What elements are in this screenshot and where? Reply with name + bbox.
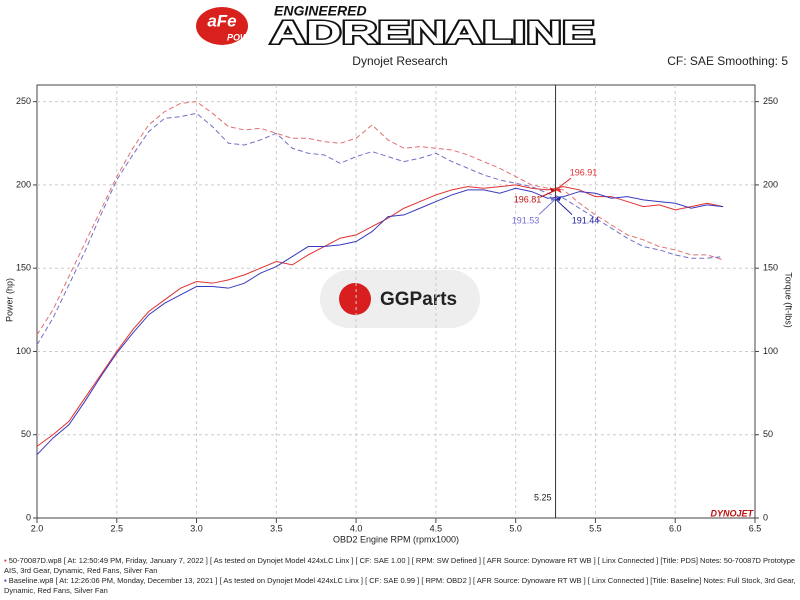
y2-tick-label: 200: [763, 179, 778, 189]
x-tick-label: 6.5: [749, 523, 762, 533]
y2-tick-label: 50: [763, 429, 773, 439]
y2-tick-label: 150: [763, 263, 778, 273]
x-tick-label: 3.5: [270, 523, 283, 533]
x-tick-label: 2.5: [111, 523, 124, 533]
y2-tick-label: 100: [763, 346, 778, 356]
footer-line: ▪ Baseline.wp8 [ At: 12:26:06 PM, Monday…: [4, 576, 796, 595]
maker: DYNOJET: [710, 508, 754, 518]
y-tick-label: 200: [16, 179, 31, 189]
x-tick-label: 4.0: [350, 523, 363, 533]
chart: aFe POWER ENGINEERED ADRENALINE Dynojet …: [4, 3, 794, 545]
y2-tick-label: 250: [763, 96, 778, 106]
watermark-icon: [339, 283, 371, 315]
y2-tick-label: 0: [763, 512, 768, 522]
x-axis-label: OBD2 Engine RPM (rpmx1000): [333, 534, 459, 544]
y-tick-label: 0: [26, 512, 31, 522]
x-tick-label: 4.5: [430, 523, 443, 533]
x-tick-label: 6.0: [669, 523, 682, 533]
tagline: ENGINEERED: [274, 3, 367, 19]
series-line: [36, 187, 724, 456]
y-tick-label: 250: [16, 96, 31, 106]
footer-text: 50-70087D.wp8 [ At: 12:50:49 PM, Friday,…: [4, 556, 796, 575]
series-line: [36, 112, 724, 346]
annotation-label: 191.44: [572, 216, 600, 226]
watermark: GGParts: [380, 289, 457, 310]
right-caption: CF: SAE Smoothing: 5: [667, 54, 788, 68]
x-tick-label: 2.0: [31, 523, 44, 533]
annotation-leader: [555, 177, 572, 191]
footer-text: Baseline.wp8 [ At: 12:26:06 PM, Monday, …: [4, 576, 796, 595]
annotation-leader: [539, 189, 556, 198]
left-caption: Dynojet Research: [352, 54, 447, 68]
x-tick-label: 3.0: [190, 523, 203, 533]
brand: ADRENALINE: [270, 14, 595, 50]
series-line: [36, 101, 724, 336]
y-tick-label: 50: [21, 429, 31, 439]
logo-sub: POWER: [227, 32, 262, 42]
footer: ▪ 50-70087D.wp8 [ At: 12:50:49 PM, Frida…: [4, 556, 796, 596]
x-tick-label: 5.0: [509, 523, 522, 533]
annotation-label: 196.91: [570, 167, 598, 177]
annotation-leader: [538, 198, 556, 215]
cursor-label: 5.25: [534, 492, 552, 502]
y2-axis-label: Torque (ft-lbs): [784, 272, 794, 328]
annotation-label: 191.53: [512, 215, 540, 225]
logo-badge: [196, 7, 248, 45]
y-axis-label: Power (hp): [4, 278, 14, 322]
annotation-leader: [555, 198, 573, 215]
annotation-label: 196.81: [514, 195, 542, 205]
y-tick-label: 100: [16, 346, 31, 356]
logo-main: aFe: [207, 11, 236, 30]
series-line: [36, 184, 724, 447]
y-tick-label: 150: [16, 263, 31, 273]
x-tick-label: 5.5: [589, 523, 602, 533]
footer-line: ▪ 50-70087D.wp8 [ At: 12:50:49 PM, Frida…: [4, 556, 796, 575]
plot-frame: [36, 84, 756, 519]
